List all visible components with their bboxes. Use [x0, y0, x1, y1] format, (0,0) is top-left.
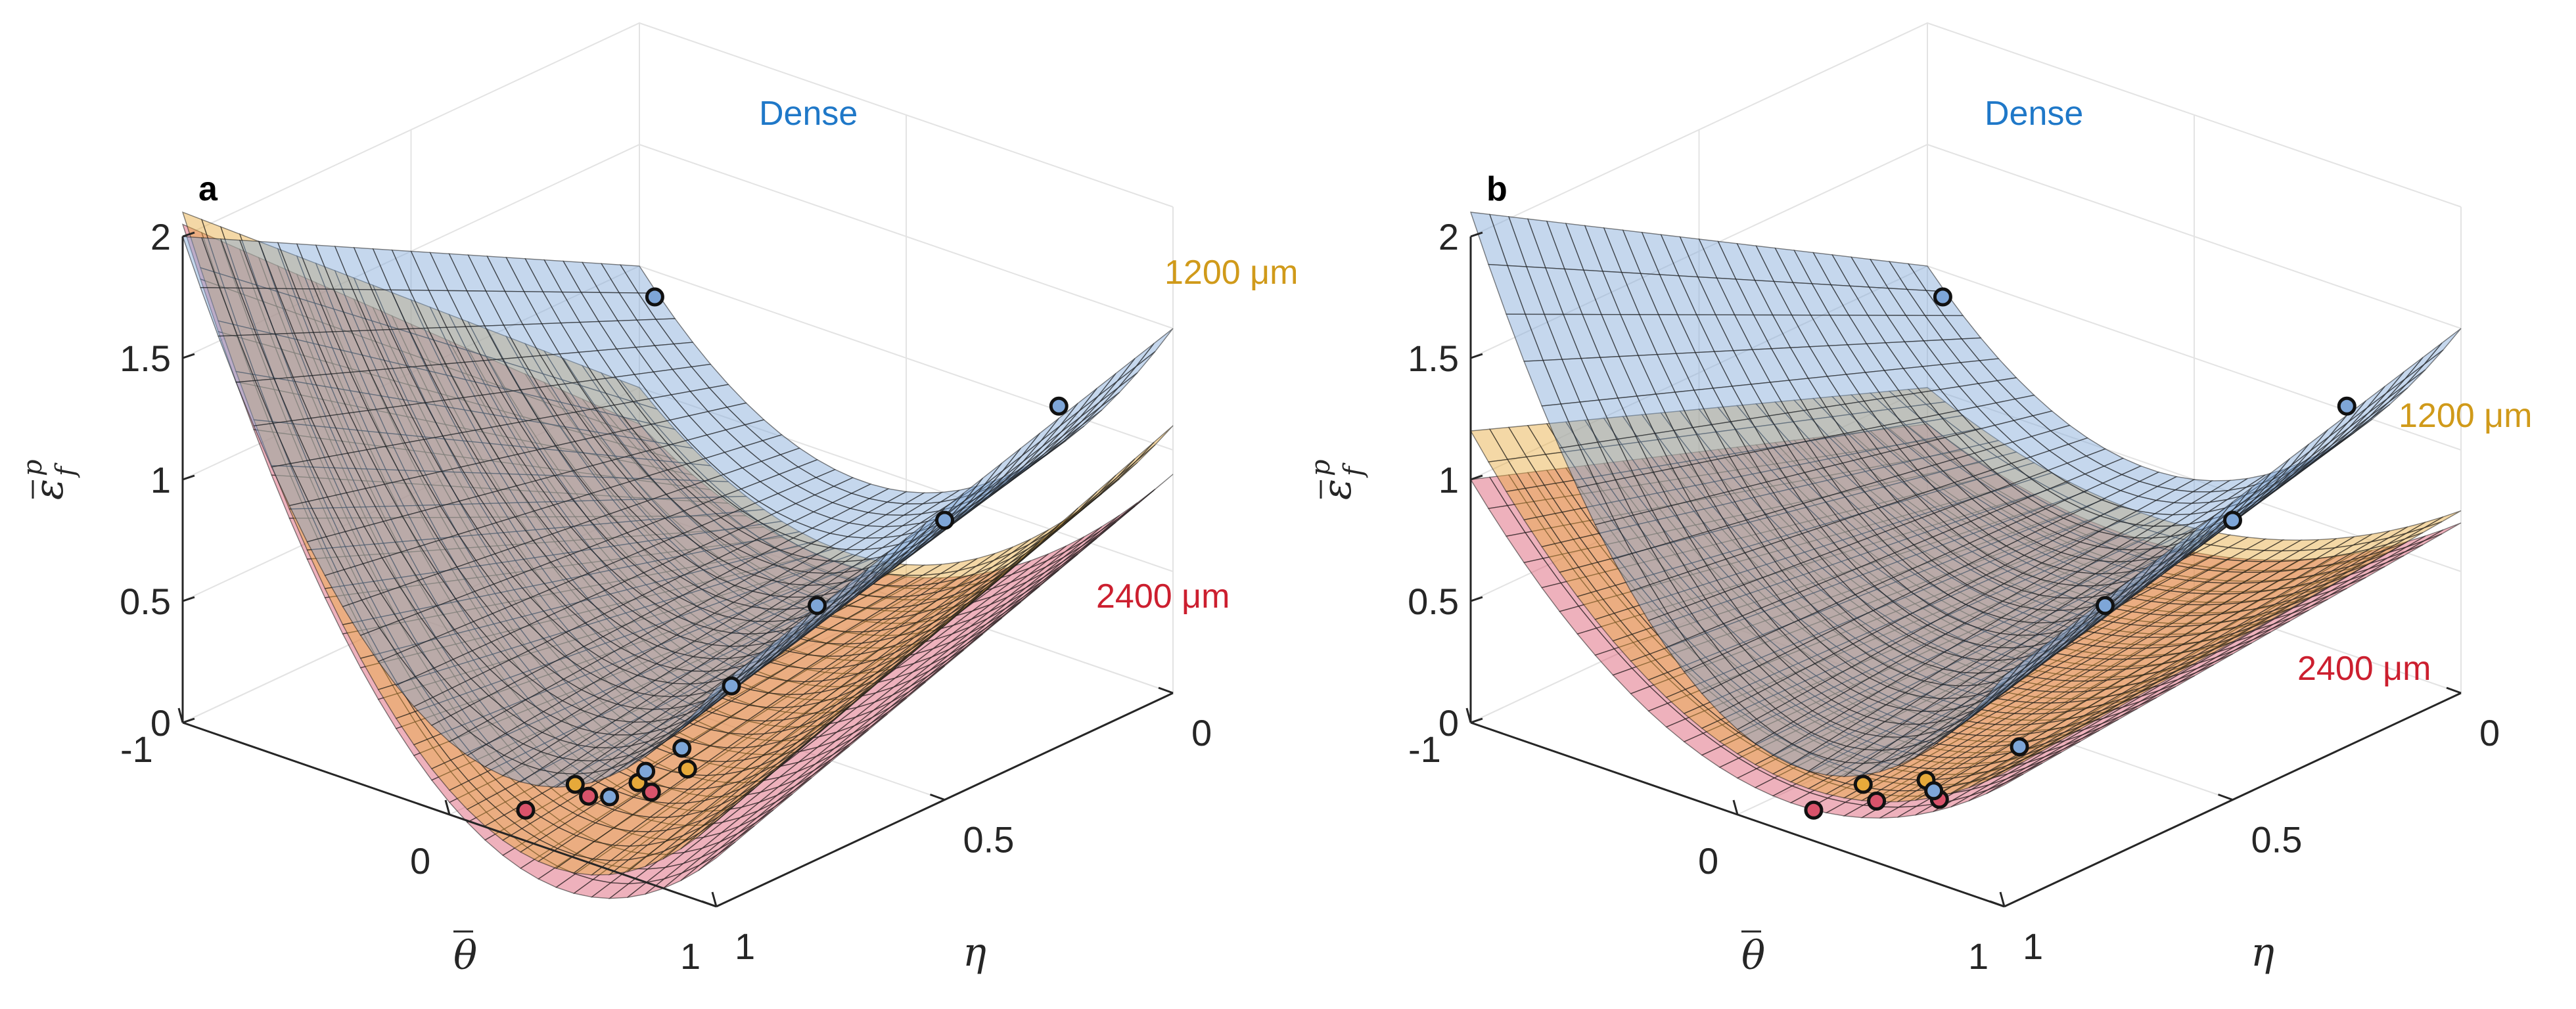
eta-tick-label: 1: [735, 926, 755, 967]
surface-Dense: [181, 236, 1174, 788]
data-point: [565, 774, 585, 794]
data-point: [807, 596, 827, 616]
surface-patch: [2424, 328, 2462, 365]
z-axis-label: εfp: [18, 459, 81, 500]
z-tick-label: 1.5: [1408, 338, 1459, 379]
data-point: [1049, 396, 1069, 416]
eta-axis-label: η: [2251, 930, 2274, 975]
surface-1200μm: [181, 211, 1174, 876]
data-point: [600, 787, 620, 807]
data-point: [1853, 774, 1873, 794]
z-axis-label-sup: p: [18, 459, 48, 476]
surface-patch: [2404, 342, 2443, 380]
z-tick-label: 2: [150, 216, 171, 258]
label-2400-b: 2400 μm: [2297, 650, 2431, 688]
theta-tick-label: 0: [410, 840, 430, 882]
z-tick-label: 0: [1438, 702, 1459, 744]
surfaces-a: [181, 211, 1174, 899]
data-point: [2337, 396, 2357, 416]
eta-tick-label: 0: [1191, 712, 1212, 753]
data-point: [1867, 792, 1887, 811]
surface-Dense: [1469, 212, 2462, 777]
z-axis-label: εfp: [1306, 459, 1369, 500]
eta-tick-label: 0.5: [2251, 819, 2303, 861]
eta-tick: [929, 794, 946, 801]
eta-axis-label: η: [963, 930, 986, 975]
z-tick-label: 1: [1438, 459, 1459, 501]
data-point: [672, 738, 692, 758]
label-2400-a: 2400 μm: [1096, 577, 1230, 616]
grid-line: [1470, 22, 2462, 237]
z-tick-label: 2: [1438, 216, 1459, 258]
z-axis-label-sub: f: [1339, 462, 1369, 478]
grid-line: [182, 22, 1174, 237]
data-point: [636, 761, 656, 781]
theta-tick-label: -1: [1408, 729, 1441, 770]
surface-2400μm: [181, 223, 1174, 899]
eta-tick: [1158, 686, 1174, 694]
data-point: [1804, 800, 1824, 820]
theta-tick-label: 1: [1968, 935, 1989, 977]
label-1200-b: 1200 μm: [2399, 397, 2532, 435]
eta-tick: [2446, 686, 2462, 694]
data-point: [1924, 781, 1944, 801]
data-point: [722, 676, 741, 696]
surface-patch: [1136, 328, 1174, 367]
data-point: [645, 287, 664, 307]
z-tick-label: 0: [150, 702, 171, 744]
eta-tick: [2217, 794, 2234, 801]
data-point: [2223, 510, 2242, 530]
data-point: [2010, 737, 2029, 757]
label-1200-a: 1200 μm: [1164, 254, 1298, 292]
eta-tick-label: 0.5: [963, 819, 1015, 861]
theta-tick-label: 1: [680, 935, 701, 977]
z-tick-label: 0.5: [1408, 581, 1459, 622]
theta-tick-label: -1: [120, 729, 153, 770]
surface-patch: [698, 841, 736, 871]
panel-letter-b: b: [1486, 170, 1507, 208]
surface-patch: [1116, 343, 1155, 382]
surfaces-b: [1469, 212, 2462, 819]
z-axis-label-sub: f: [51, 462, 81, 478]
z-tick-label: 0.5: [120, 581, 171, 622]
theta-axis-label: θ: [1741, 933, 1765, 979]
data-point: [516, 800, 536, 820]
label-dense-b: Dense: [1985, 95, 2083, 133]
eta-tick-label: 1: [2023, 926, 2043, 967]
theta-tick-label: 0: [1698, 840, 1718, 882]
theta-axis-label: θ: [453, 933, 477, 979]
data-point: [579, 786, 599, 806]
panel-letter-a: a: [198, 170, 218, 208]
data-point: [935, 510, 954, 530]
data-point: [2095, 596, 2115, 616]
z-tick-label: 1.5: [120, 338, 171, 379]
data-point: [1933, 287, 1952, 307]
label-dense-a: Dense: [759, 95, 858, 133]
eta-tick-label: 0: [2479, 712, 2500, 753]
z-axis-label-sup: p: [1306, 459, 1336, 476]
data-point: [678, 759, 697, 779]
z-tick-label: 1: [150, 459, 171, 501]
